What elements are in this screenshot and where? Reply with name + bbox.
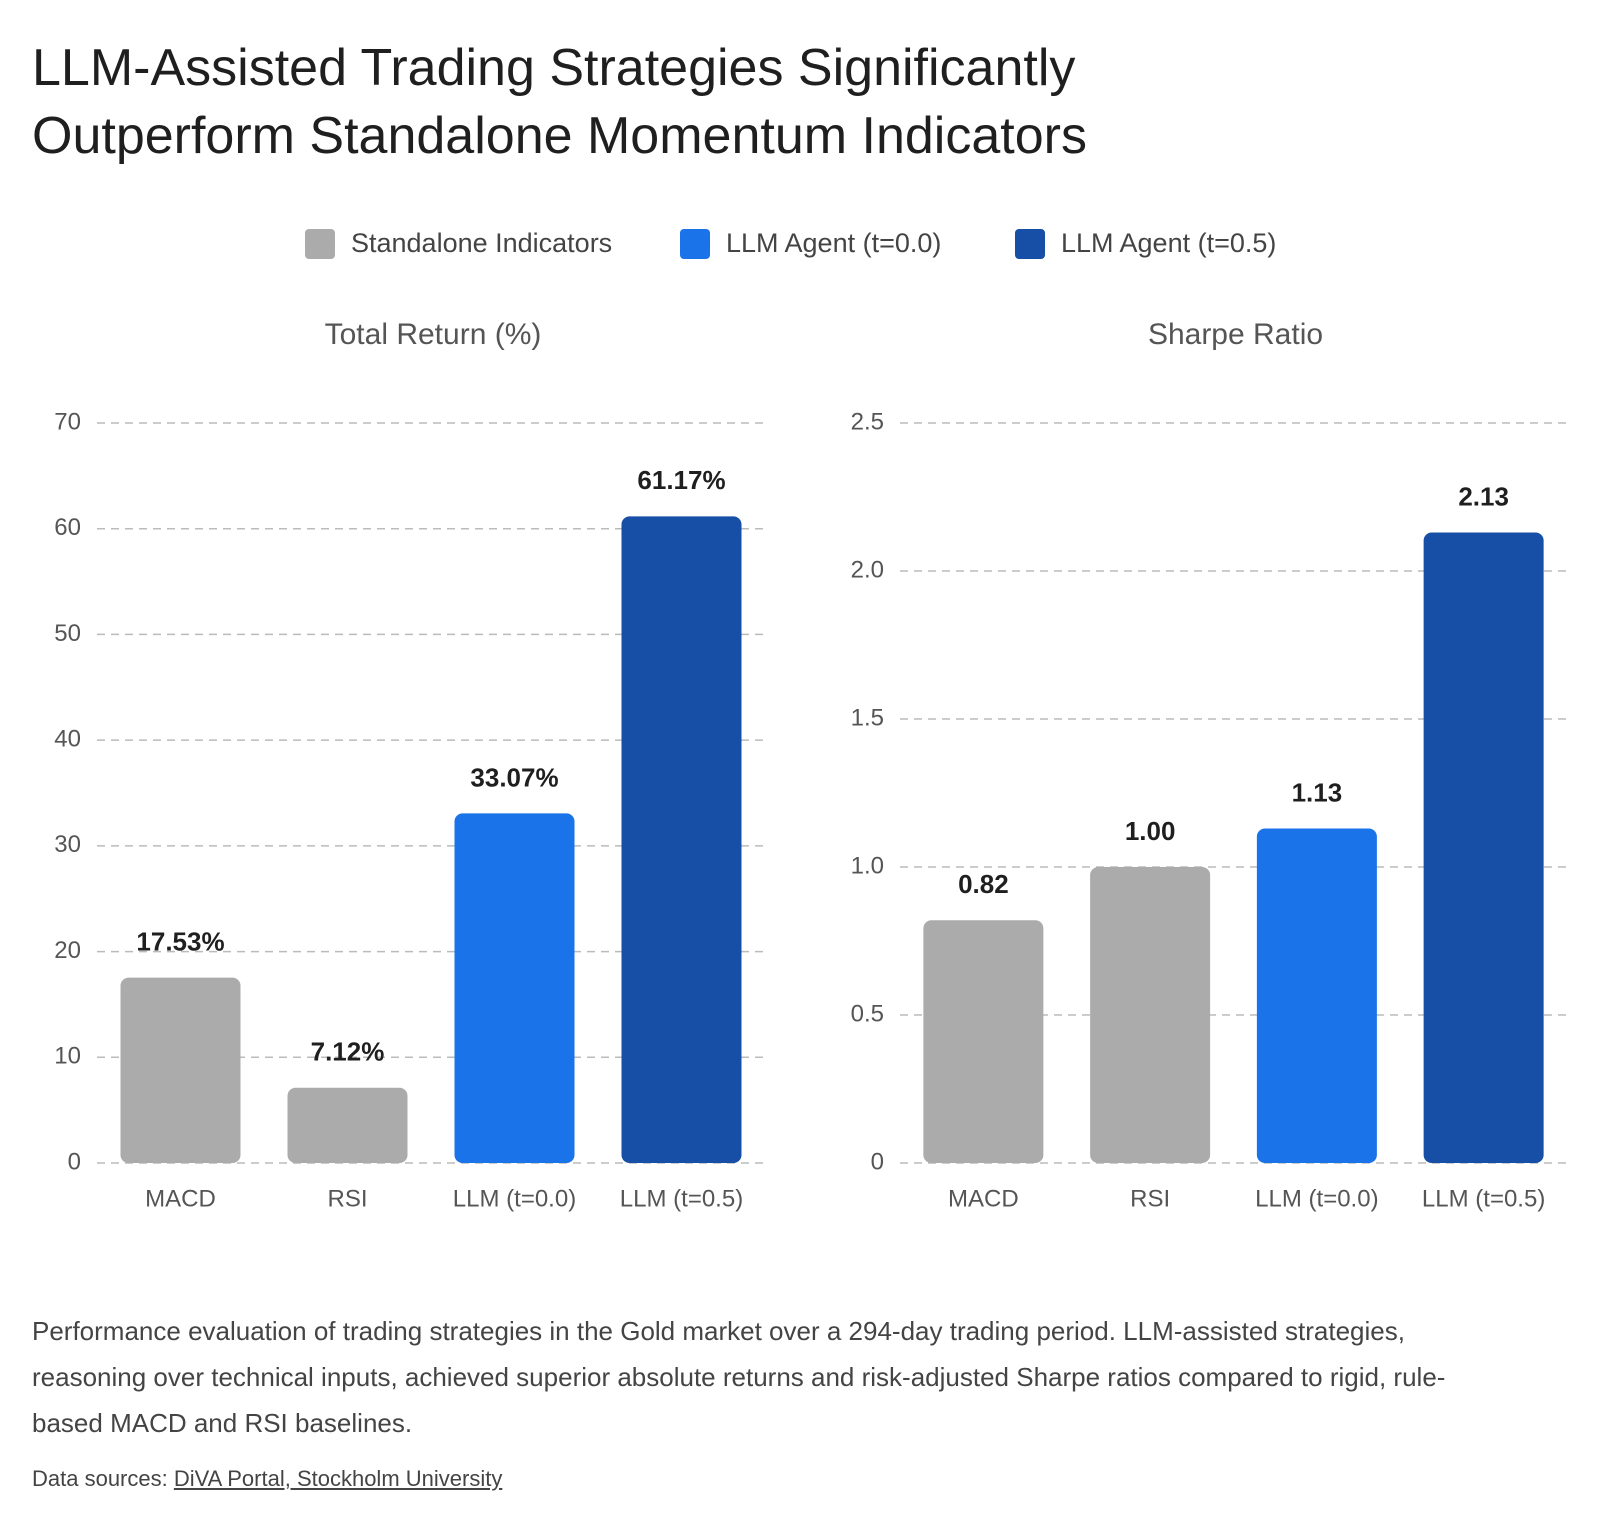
value-label: 17.53% xyxy=(136,927,224,957)
x-tick-label: LLM (t=0.0) xyxy=(453,1185,576,1212)
legend-swatch xyxy=(1015,229,1045,259)
bar xyxy=(287,1087,408,1163)
bar xyxy=(120,977,241,1163)
x-tick-label: RSI xyxy=(1130,1185,1170,1212)
bar xyxy=(923,920,1044,1163)
legend-label: LLM Agent (t=0.0) xyxy=(726,228,941,258)
y-tick-label: 1.5 xyxy=(851,704,884,731)
x-tick-label: MACD xyxy=(948,1185,1019,1212)
charts: Standalone Indicators LLM Agent (t=0.0) LL… xyxy=(54,228,1567,1212)
chart-title: Sharpe Ratio xyxy=(1148,318,1323,351)
y-tick-label: 0 xyxy=(68,1148,81,1175)
source-prefix: Data sources: xyxy=(32,1466,168,1491)
bar xyxy=(1256,828,1377,1163)
x-tick-label: RSI xyxy=(327,1185,367,1212)
source: Data sources: DiVA Portal, Stockholm Uni… xyxy=(32,1466,502,1492)
bar xyxy=(621,516,742,1163)
value-label: 33.07% xyxy=(470,762,558,792)
legend-label: Standalone Indicators xyxy=(351,228,612,258)
value-label: 7.12% xyxy=(311,1037,385,1067)
y-tick-label: 2.5 xyxy=(851,408,884,435)
y-tick-label: 50 xyxy=(54,620,81,647)
x-tick-label: LLM (t=0.0) xyxy=(1255,1185,1378,1212)
source-link[interactable]: DiVA Portal, Stockholm University xyxy=(173,1466,503,1491)
value-label: 61.17% xyxy=(637,465,725,495)
y-tick-label: 10 xyxy=(54,1043,81,1070)
x-tick-label: LLM (t=0.5) xyxy=(620,1185,743,1212)
y-tick-label: 2.0 xyxy=(851,556,884,583)
y-tick-label: 30 xyxy=(54,831,81,858)
y-tick-label: 1.0 xyxy=(851,852,884,879)
bar xyxy=(454,813,575,1163)
y-tick-label: 60 xyxy=(54,514,81,541)
x-tick-label: LLM (t=0.5) xyxy=(1422,1185,1545,1212)
caption: Performance evaluation of trading strate… xyxy=(32,1316,1446,1438)
y-tick-label: 0.5 xyxy=(851,1000,884,1027)
y-tick-label: 20 xyxy=(54,937,81,964)
bar xyxy=(1423,532,1544,1163)
legend-swatch xyxy=(305,229,335,259)
y-tick-label: 70 xyxy=(54,408,81,435)
page-title: LLM-Assisted Trading Strategies Signific… xyxy=(32,39,1087,165)
value-label: 1.13 xyxy=(1292,777,1343,807)
y-tick-label: 40 xyxy=(54,725,81,752)
y-tick-label: 0 xyxy=(871,1148,884,1175)
legend-label: LLM Agent (t=0.5) xyxy=(1061,228,1276,258)
value-label: 1.00 xyxy=(1125,816,1176,846)
value-label: 2.13 xyxy=(1458,481,1509,511)
chart-title: Total Return (%) xyxy=(325,318,542,351)
legend-swatch xyxy=(680,229,710,259)
bar xyxy=(1090,867,1211,1163)
value-label: 0.82 xyxy=(958,869,1009,899)
x-tick-label: MACD xyxy=(145,1185,216,1212)
